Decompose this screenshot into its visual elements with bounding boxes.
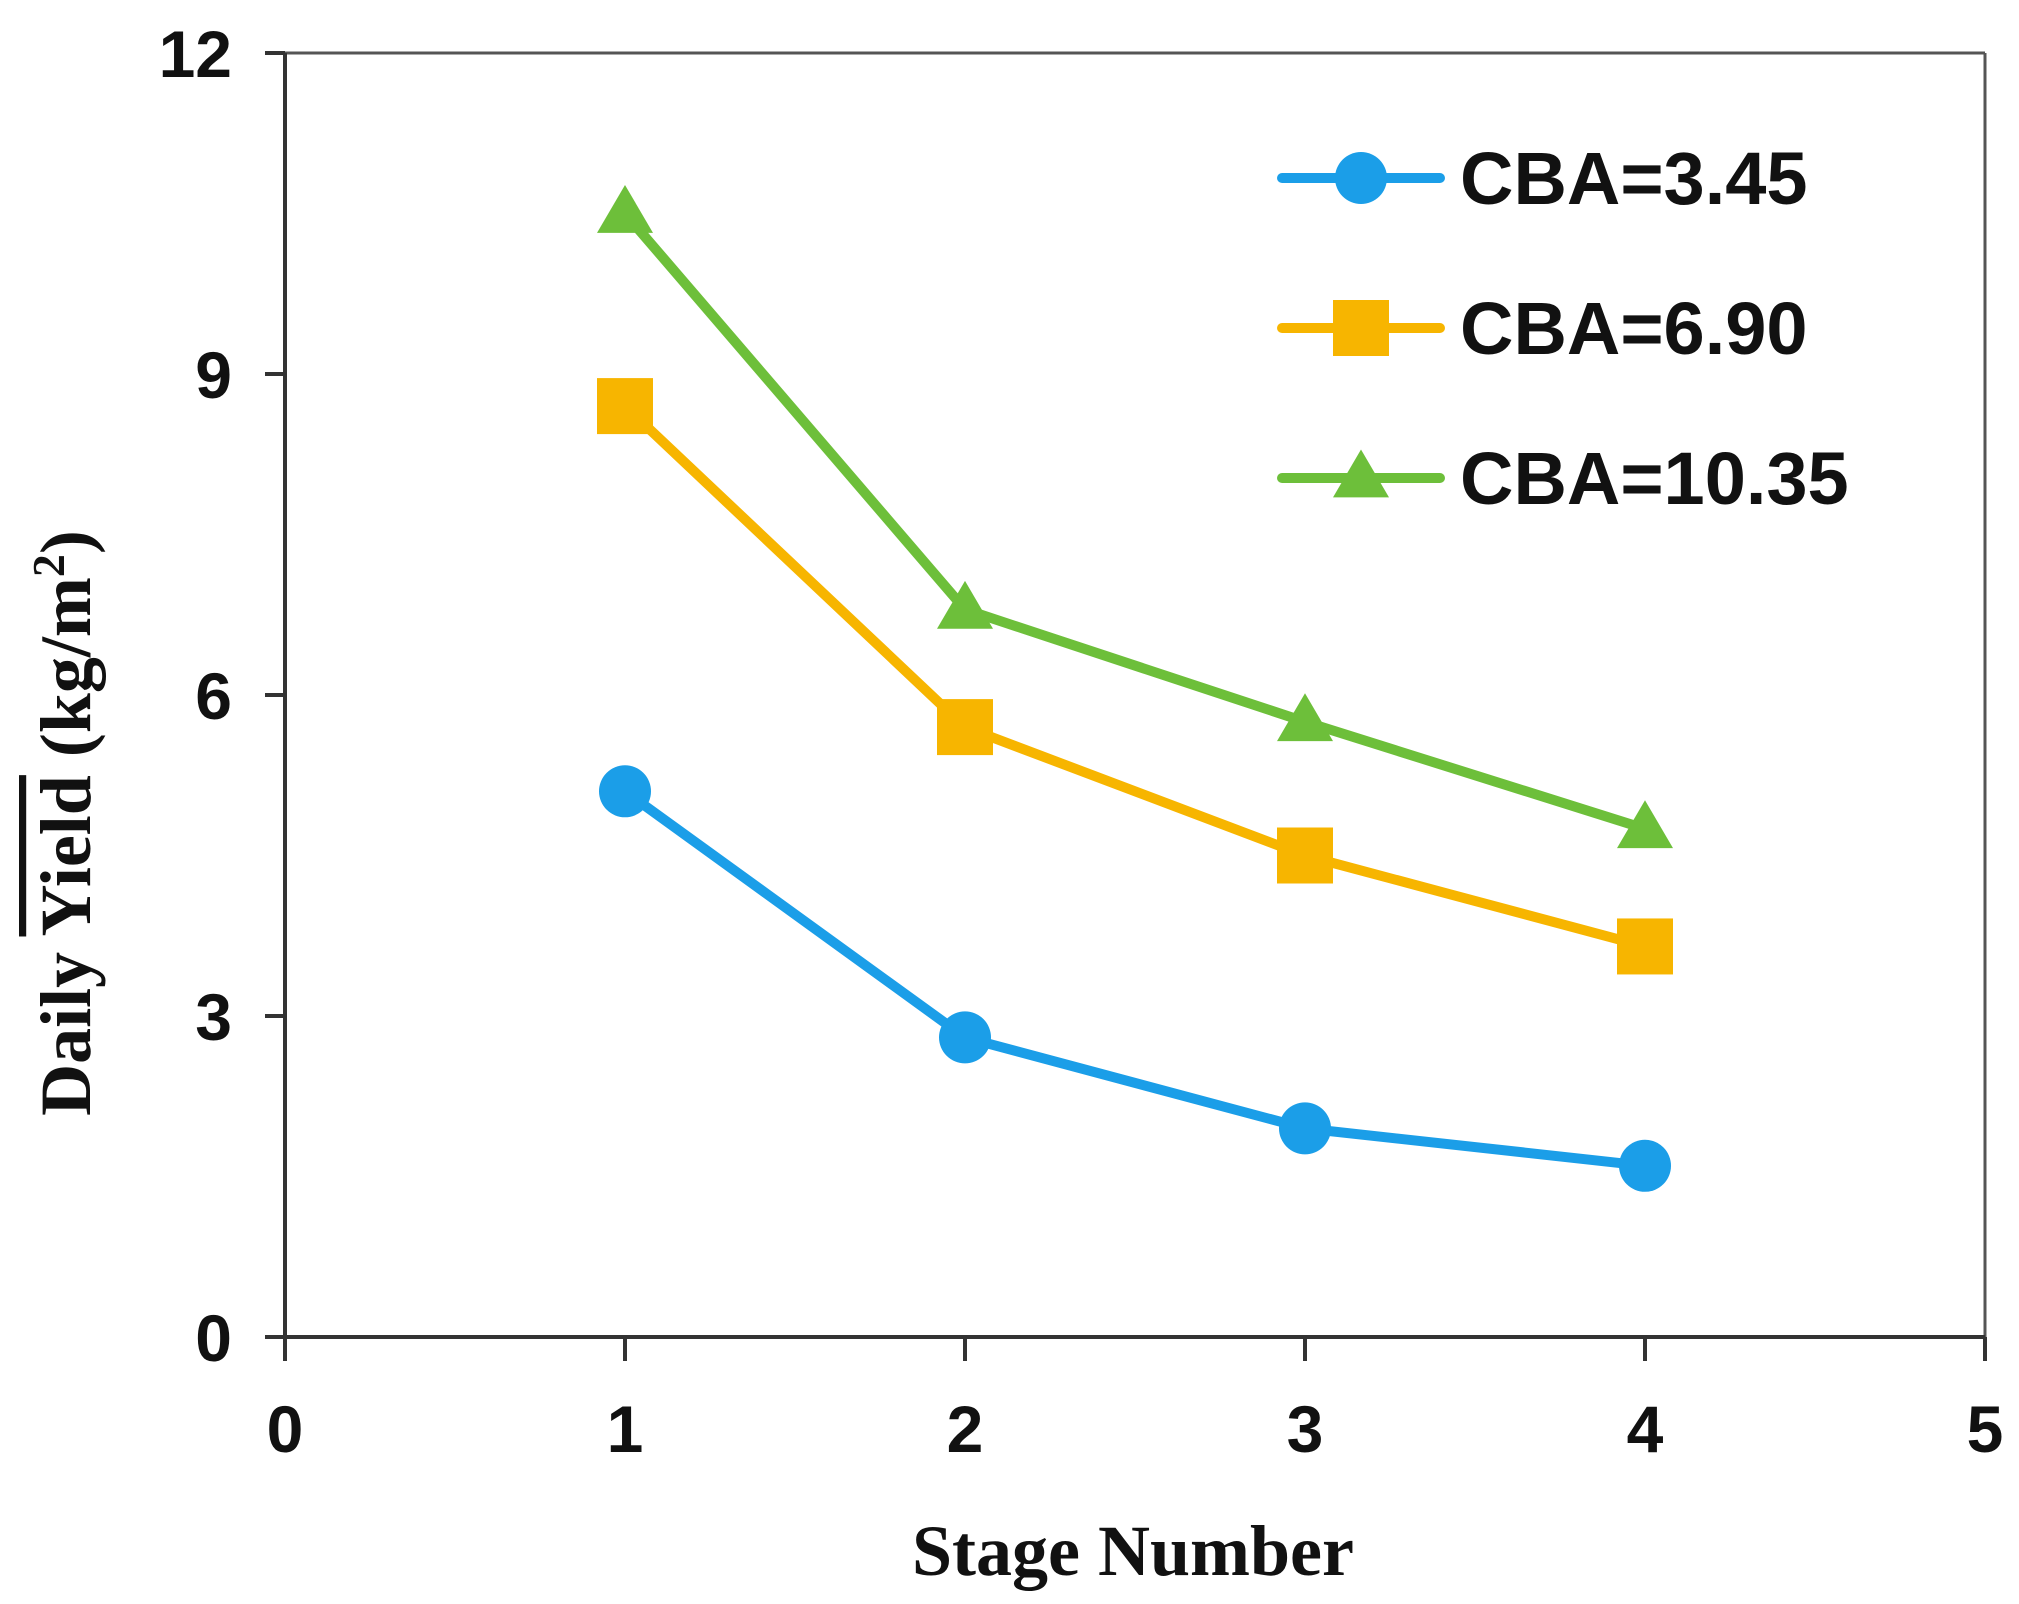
- y-tick-label: 9: [195, 338, 232, 412]
- series-3: [597, 184, 1673, 849]
- x-tick-label: 3: [1287, 1392, 1324, 1466]
- x-tick-label: 0: [267, 1392, 304, 1466]
- data-point: [1617, 918, 1673, 975]
- series-line: [620, 208, 1650, 834]
- y-axis-title-prefix: Daily: [26, 936, 106, 1115]
- x-axis: 0 1 2 3 4 5: [267, 1337, 2004, 1466]
- legend-label: CBA=3.45: [1460, 137, 1808, 220]
- svg-text:Daily Yield (kg/m2): Daily Yield (kg/m2): [23, 530, 106, 1116]
- y-axis-title-unit: (kg/m: [26, 577, 106, 775]
- y-tick-label: 6: [195, 659, 232, 733]
- legend: CBA=3.45 CBA=6.90 CBA=10.35: [1277, 137, 1849, 520]
- legend-item-1: CBA=3.45: [1277, 137, 1808, 220]
- y-tick-label: 3: [195, 980, 232, 1054]
- legend-item-3: CBA=10.35: [1277, 437, 1849, 520]
- x-tick-label: 4: [1627, 1392, 1664, 1466]
- legend-swatch-marker: [1335, 152, 1387, 204]
- y-axis-title-close: ): [26, 530, 106, 554]
- data-point: [597, 184, 653, 233]
- y-axis-title: Daily Yield (kg/m2): [23, 530, 106, 1116]
- x-tick-label: 5: [1967, 1392, 2004, 1466]
- y-tick-label: 0: [195, 1301, 232, 1375]
- legend-swatch-marker: [1333, 300, 1389, 356]
- y-tick-label: 12: [159, 17, 232, 91]
- data-point: [1279, 1102, 1331, 1155]
- legend-item-2: CBA=6.90: [1277, 287, 1808, 370]
- y-axis-title-sup: 2: [23, 554, 74, 577]
- legend-label: CBA=10.35: [1460, 437, 1849, 520]
- series-line: [620, 401, 1650, 952]
- x-tick-label: 2: [947, 1392, 984, 1466]
- y-axis-title-main: Yield: [26, 775, 106, 936]
- x-axis-title: Stage Number: [912, 1511, 1354, 1591]
- series-1: [599, 765, 1671, 1192]
- series-line: [620, 786, 1650, 1171]
- data-point: [937, 699, 993, 756]
- data-point: [597, 378, 653, 435]
- legend-label: CBA=6.90: [1460, 287, 1808, 370]
- series-layer: [597, 184, 1673, 1192]
- data-point: [1277, 693, 1333, 742]
- data-point: [1277, 827, 1333, 884]
- data-point: [1619, 1139, 1671, 1192]
- series-2: [597, 378, 1673, 975]
- data-point: [1617, 800, 1673, 849]
- legend-swatch-marker: [1333, 449, 1389, 498]
- y-axis: 0 3 6 9 12: [159, 17, 285, 1375]
- data-point: [937, 580, 993, 629]
- plot-frame: [283, 51, 1987, 1361]
- x-tick-label: 1: [607, 1392, 644, 1466]
- data-point: [939, 1011, 991, 1064]
- data-point: [599, 765, 651, 818]
